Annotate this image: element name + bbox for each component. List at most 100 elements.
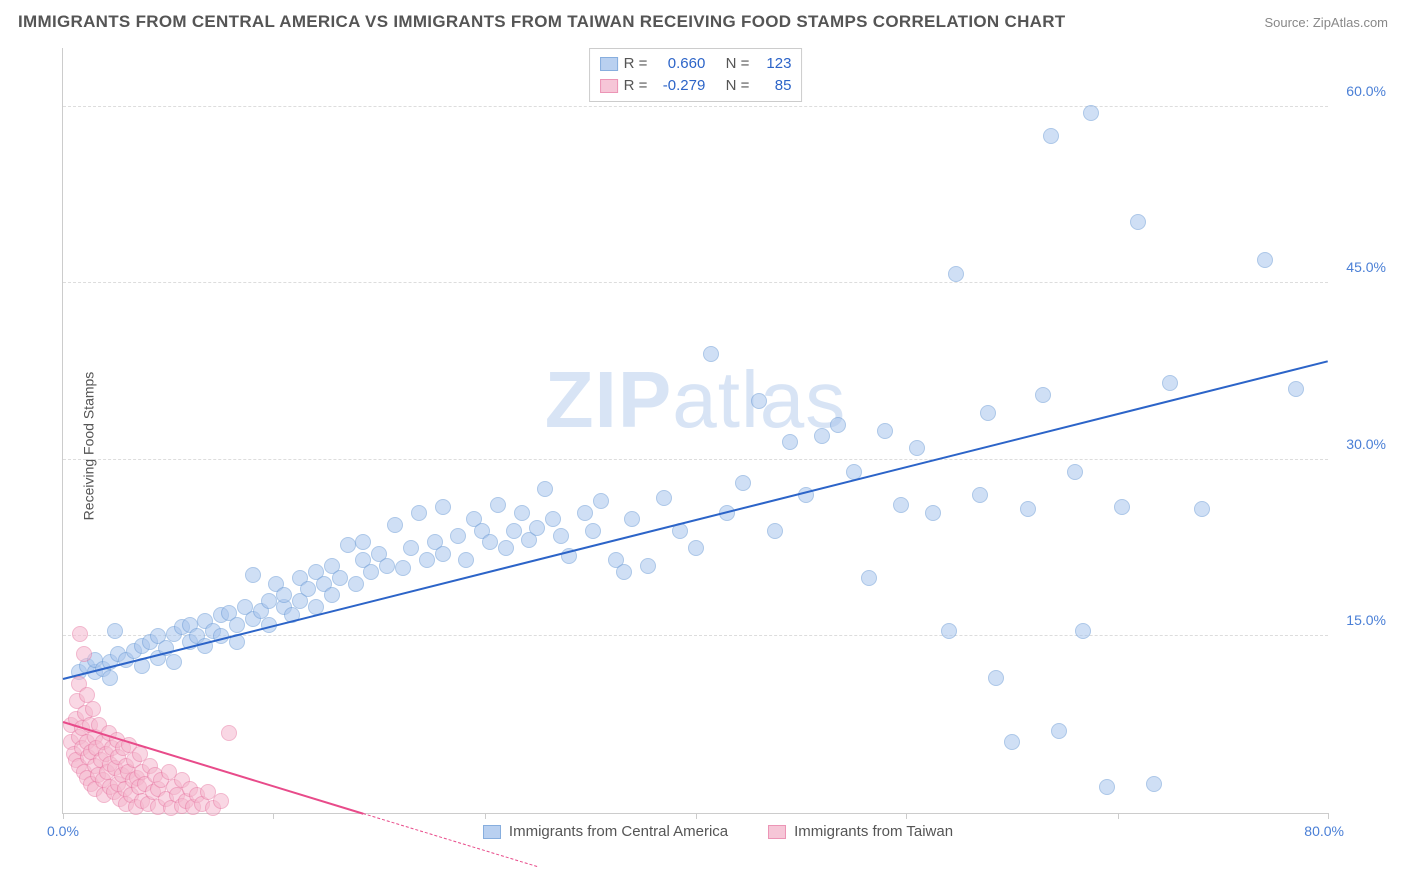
data-point bbox=[261, 593, 277, 609]
data-point bbox=[324, 587, 340, 603]
data-point bbox=[972, 487, 988, 503]
data-point bbox=[1257, 252, 1273, 268]
data-point bbox=[387, 517, 403, 533]
legend-swatch-icon bbox=[600, 57, 618, 71]
chart-title: IMMIGRANTS FROM CENTRAL AMERICA VS IMMIG… bbox=[18, 12, 1066, 32]
data-point bbox=[545, 511, 561, 527]
gridline bbox=[63, 282, 1328, 283]
n-value: 123 bbox=[755, 53, 791, 75]
data-point bbox=[703, 346, 719, 362]
data-point bbox=[379, 558, 395, 574]
data-point bbox=[1083, 105, 1099, 121]
data-point bbox=[553, 528, 569, 544]
data-point bbox=[941, 623, 957, 639]
data-point bbox=[221, 725, 237, 741]
data-point bbox=[1051, 723, 1067, 739]
data-point bbox=[213, 793, 229, 809]
data-point bbox=[925, 505, 941, 521]
data-point bbox=[537, 481, 553, 497]
data-point bbox=[1043, 128, 1059, 144]
data-point bbox=[577, 505, 593, 521]
data-point bbox=[1067, 464, 1083, 480]
data-point bbox=[102, 670, 118, 686]
data-point bbox=[980, 405, 996, 421]
legend-label: Immigrants from Taiwan bbox=[794, 823, 953, 840]
plot-area: ZIPatlas 0.0% 80.0% 15.0%30.0%45.0%60.0%… bbox=[62, 48, 1328, 814]
n-label: N = bbox=[726, 53, 750, 75]
data-point bbox=[877, 423, 893, 439]
footer-legend: Immigrants from Central America Immigran… bbox=[48, 823, 1388, 840]
data-point bbox=[276, 587, 292, 603]
n-value: 85 bbox=[755, 75, 791, 97]
data-point bbox=[1114, 499, 1130, 515]
r-label: R = bbox=[624, 53, 648, 75]
data-point bbox=[348, 576, 364, 592]
gridline bbox=[63, 459, 1328, 460]
y-tick-label: 30.0% bbox=[1332, 436, 1386, 452]
legend-swatch-icon bbox=[483, 825, 501, 839]
data-point bbox=[229, 617, 245, 633]
data-point bbox=[490, 497, 506, 513]
data-point bbox=[435, 499, 451, 515]
data-point bbox=[1099, 779, 1115, 795]
data-point bbox=[782, 434, 798, 450]
watermark: ZIPatlas bbox=[545, 354, 846, 446]
x-tick bbox=[1328, 813, 1329, 819]
data-point bbox=[688, 540, 704, 556]
data-point bbox=[245, 567, 261, 583]
data-point bbox=[450, 528, 466, 544]
data-point bbox=[585, 523, 601, 539]
data-point bbox=[85, 701, 101, 717]
r-value: -0.279 bbox=[653, 75, 705, 97]
data-point bbox=[593, 493, 609, 509]
y-tick-label: 45.0% bbox=[1332, 259, 1386, 275]
data-point bbox=[498, 540, 514, 556]
x-tick bbox=[906, 813, 907, 819]
data-point bbox=[1130, 214, 1146, 230]
legend-item-central-america: Immigrants from Central America bbox=[483, 823, 728, 840]
data-point bbox=[1162, 375, 1178, 391]
data-point bbox=[419, 552, 435, 568]
stats-box: R =0.660 N =123R =-0.279 N =85 bbox=[589, 48, 803, 102]
legend-swatch-icon bbox=[600, 79, 618, 93]
data-point bbox=[1004, 734, 1020, 750]
data-point bbox=[514, 505, 530, 521]
data-point bbox=[814, 428, 830, 444]
data-point bbox=[656, 490, 672, 506]
x-tick bbox=[696, 813, 697, 819]
data-point bbox=[948, 266, 964, 282]
x-tick bbox=[63, 813, 64, 819]
gridline bbox=[63, 106, 1328, 107]
data-point bbox=[458, 552, 474, 568]
data-point bbox=[403, 540, 419, 556]
data-point bbox=[435, 546, 451, 562]
data-point bbox=[909, 440, 925, 456]
data-point bbox=[1194, 501, 1210, 517]
y-tick-label: 60.0% bbox=[1332, 83, 1386, 99]
stats-row: R =-0.279 N =85 bbox=[600, 75, 792, 97]
data-point bbox=[482, 534, 498, 550]
data-point bbox=[332, 570, 348, 586]
y-tick-label: 15.0% bbox=[1332, 612, 1386, 628]
data-point bbox=[529, 520, 545, 536]
data-point bbox=[640, 558, 656, 574]
data-point bbox=[72, 626, 88, 642]
data-point bbox=[830, 417, 846, 433]
data-point bbox=[506, 523, 522, 539]
data-point bbox=[166, 654, 182, 670]
legend-label: Immigrants from Central America bbox=[509, 823, 728, 840]
r-value: 0.660 bbox=[653, 53, 705, 75]
r-label: R = bbox=[624, 75, 648, 97]
data-point bbox=[751, 393, 767, 409]
data-point bbox=[1035, 387, 1051, 403]
gridline bbox=[63, 635, 1328, 636]
legend-item-taiwan: Immigrants from Taiwan bbox=[768, 823, 953, 840]
data-point bbox=[861, 570, 877, 586]
data-point bbox=[624, 511, 640, 527]
x-tick bbox=[485, 813, 486, 819]
data-point bbox=[616, 564, 632, 580]
data-point bbox=[395, 560, 411, 576]
data-point bbox=[411, 505, 427, 521]
data-point bbox=[355, 534, 371, 550]
x-tick bbox=[273, 813, 274, 819]
